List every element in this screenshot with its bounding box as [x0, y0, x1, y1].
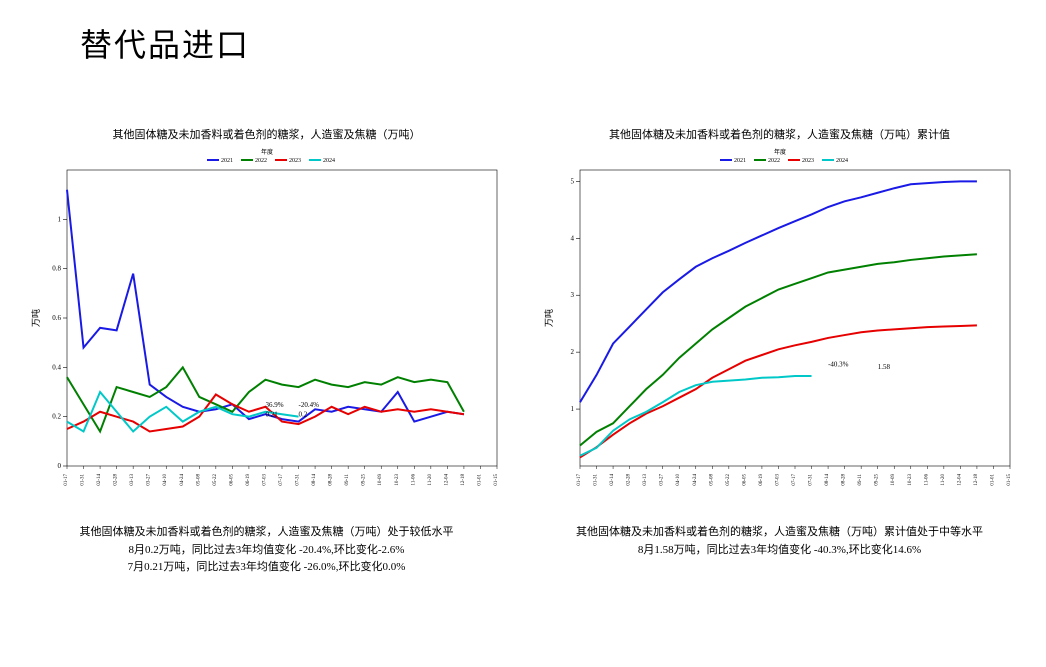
svg-text:0.4: 0.4	[52, 363, 61, 371]
svg-text:12-18: 12-18	[460, 474, 465, 486]
svg-text:2023: 2023	[802, 158, 814, 164]
svg-text:11-06: 11-06	[411, 474, 416, 486]
svg-text:06-19: 06-19	[758, 474, 763, 486]
svg-text:01-17: 01-17	[577, 474, 582, 486]
svg-text:01-31: 01-31	[80, 474, 85, 486]
svg-text:0.8: 0.8	[52, 265, 61, 273]
svg-text:1: 1	[57, 215, 61, 223]
svg-text:0.2: 0.2	[298, 411, 307, 419]
svg-text:08-14: 08-14	[312, 474, 317, 486]
svg-text:1: 1	[570, 405, 574, 413]
svg-text:03-27: 03-27	[146, 474, 151, 486]
svg-text:09-11: 09-11	[858, 474, 863, 486]
svg-text:10-23: 10-23	[907, 474, 912, 486]
svg-text:11-06: 11-06	[924, 474, 929, 486]
svg-text:11-20: 11-20	[940, 474, 945, 486]
caption-line: 7月0.21万吨，同比过去3年均值变化 -26.0%,环比变化0.0%	[80, 559, 454, 577]
left-chart-caption: 其他固体糖及未加香料或着色剂的糖浆，人造蜜及焦糖（万吨）处于较低水平8月0.2万…	[80, 524, 454, 577]
svg-text:2024: 2024	[836, 158, 848, 164]
svg-text:09-25: 09-25	[361, 474, 366, 486]
svg-text:07-31: 07-31	[295, 474, 300, 486]
svg-text:03-13: 03-13	[643, 474, 648, 486]
svg-text:2023: 2023	[289, 158, 301, 164]
svg-text:04-10: 04-10	[163, 474, 168, 486]
svg-text:0: 0	[57, 462, 61, 470]
right-chart-title: 其他固体糖及未加香料或着色剂的糖浆，人造蜜及焦糖（万吨）累计值	[609, 126, 950, 142]
svg-text:02-14: 02-14	[97, 474, 102, 486]
svg-text:年度: 年度	[773, 148, 785, 156]
svg-text:36.9%: 36.9%	[265, 401, 283, 409]
svg-text:06-19: 06-19	[245, 474, 250, 486]
svg-text:3: 3	[570, 291, 574, 299]
svg-text:12-04: 12-04	[444, 474, 449, 486]
svg-text:06-05: 06-05	[742, 474, 747, 486]
svg-text:-40.3%: -40.3%	[828, 360, 849, 368]
svg-text:12-18: 12-18	[973, 474, 978, 486]
svg-text:2021: 2021	[734, 158, 746, 164]
page-title: 替代品进口	[0, 0, 1046, 66]
svg-text:02-14: 02-14	[610, 474, 615, 486]
svg-text:2022: 2022	[255, 158, 267, 164]
svg-text:02-28: 02-28	[626, 474, 631, 486]
caption-line: 8月0.2万吨，同比过去3年均值变化 -20.4%,环比变化-2.6%	[80, 542, 454, 560]
svg-text:05-22: 05-22	[212, 474, 217, 486]
svg-text:10-09: 10-09	[891, 474, 896, 486]
svg-text:2024: 2024	[323, 158, 335, 164]
svg-text:04-24: 04-24	[692, 474, 697, 486]
svg-text:1.58: 1.58	[877, 363, 890, 371]
svg-text:10-09: 10-09	[378, 474, 383, 486]
svg-text:万吨: 万吨	[543, 309, 554, 327]
svg-text:08-28: 08-28	[328, 474, 333, 486]
left-chart-title: 其他固体糖及未加香料或着色剂的糖浆，人造蜜及焦糖（万吨）	[113, 126, 421, 142]
svg-text:01-01: 01-01	[990, 474, 995, 486]
svg-text:2022: 2022	[768, 158, 780, 164]
svg-text:4: 4	[570, 234, 574, 242]
caption-line: 其他固体糖及未加香料或着色剂的糖浆，人造蜜及焦糖（万吨）处于较低水平	[80, 524, 454, 542]
svg-text:07-03: 07-03	[262, 474, 267, 486]
svg-text:03-27: 03-27	[659, 474, 664, 486]
svg-text:2: 2	[570, 348, 574, 356]
right-chart-area: 年度 2021 2022 2023 2024 1 2 3 4 5 万吨 01-17 01-31 02-14…	[540, 146, 1020, 506]
svg-text:11-20: 11-20	[427, 474, 432, 486]
svg-text:05-08: 05-08	[196, 474, 201, 486]
svg-text:01-17: 01-17	[64, 474, 69, 486]
svg-text:01-01: 01-01	[477, 474, 482, 486]
svg-text:01-31: 01-31	[593, 474, 598, 486]
svg-text:万吨: 万吨	[30, 309, 41, 327]
charts-row: 其他固体糖及未加香料或着色剂的糖浆，人造蜜及焦糖（万吨） 年度 2021 2022 2…	[0, 66, 1046, 577]
right-chart-panel: 其他固体糖及未加香料或着色剂的糖浆，人造蜜及焦糖（万吨）累计值 年度202120…	[533, 126, 1026, 577]
right-chart-caption: 其他固体糖及未加香料或着色剂的糖浆，人造蜜及焦糖（万吨）累计值处于中等水平8月1…	[576, 524, 983, 559]
svg-text:09-11: 09-11	[345, 474, 350, 486]
left-chart-area: 年度 2021 2022 2023 2024 0 0.2 0.4 0.6 0.8 1 万吨 01-17 0…	[27, 146, 507, 506]
svg-text:04-24: 04-24	[179, 474, 184, 486]
svg-text:05-08: 05-08	[709, 474, 714, 486]
svg-text:07-17: 07-17	[279, 474, 284, 486]
svg-text:07-17: 07-17	[792, 474, 797, 486]
svg-text:10-23: 10-23	[394, 474, 399, 486]
svg-text:0.21: 0.21	[265, 411, 278, 419]
svg-text:5: 5	[570, 177, 574, 185]
svg-text:0.6: 0.6	[52, 314, 61, 322]
svg-text:04-10: 04-10	[676, 474, 681, 486]
svg-text:05-22: 05-22	[725, 474, 730, 486]
svg-text:06-05: 06-05	[229, 474, 234, 486]
svg-text:07-03: 07-03	[775, 474, 780, 486]
svg-text:01-15: 01-15	[494, 474, 499, 486]
caption-line: 其他固体糖及未加香料或着色剂的糖浆，人造蜜及焦糖（万吨）累计值处于中等水平	[576, 524, 983, 542]
svg-text:02-28: 02-28	[113, 474, 118, 486]
svg-text:12-04: 12-04	[957, 474, 962, 486]
left-chart-panel: 其他固体糖及未加香料或着色剂的糖浆，人造蜜及焦糖（万吨） 年度 2021 2022 2…	[20, 126, 513, 577]
svg-text:01-15: 01-15	[1007, 474, 1012, 486]
svg-text:07-31: 07-31	[808, 474, 813, 486]
svg-text:08-14: 08-14	[825, 474, 830, 486]
caption-line: 8月1.58万吨，同比过去3年均值变化 -40.3%,环比变化14.6%	[576, 542, 983, 560]
svg-text:03-13: 03-13	[130, 474, 135, 486]
svg-text:08-28: 08-28	[841, 474, 846, 486]
svg-text:09-25: 09-25	[874, 474, 879, 486]
svg-text:0.2: 0.2	[52, 413, 61, 421]
svg-text:-20.4%: -20.4%	[298, 401, 319, 409]
svg-text:2021: 2021	[221, 158, 233, 164]
svg-text:年度: 年度	[260, 148, 272, 156]
